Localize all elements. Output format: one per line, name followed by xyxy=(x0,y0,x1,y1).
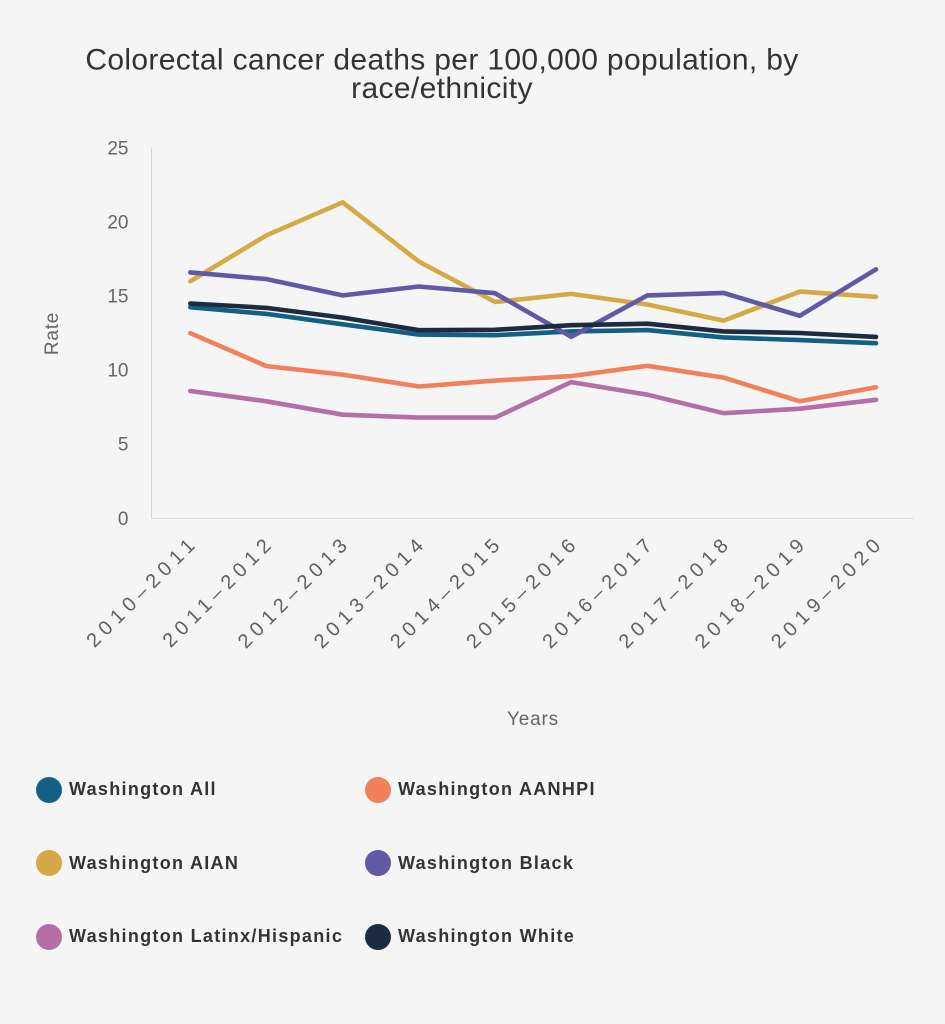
svg-text:20: 20 xyxy=(107,212,128,233)
svg-text:0: 0 xyxy=(118,509,129,530)
svg-text:Rate: Rate xyxy=(42,312,63,355)
svg-text:race/ethnicity: race/ethnicity xyxy=(351,72,533,105)
svg-text:15: 15 xyxy=(107,287,128,308)
svg-text:Colorectal cancer deaths per 1: Colorectal cancer deaths per 100,000 pop… xyxy=(85,44,798,77)
svg-text:25: 25 xyxy=(107,138,128,159)
svg-text:5: 5 xyxy=(118,435,129,456)
svg-text:Years: Years xyxy=(507,709,559,730)
svg-text:10: 10 xyxy=(107,361,128,382)
